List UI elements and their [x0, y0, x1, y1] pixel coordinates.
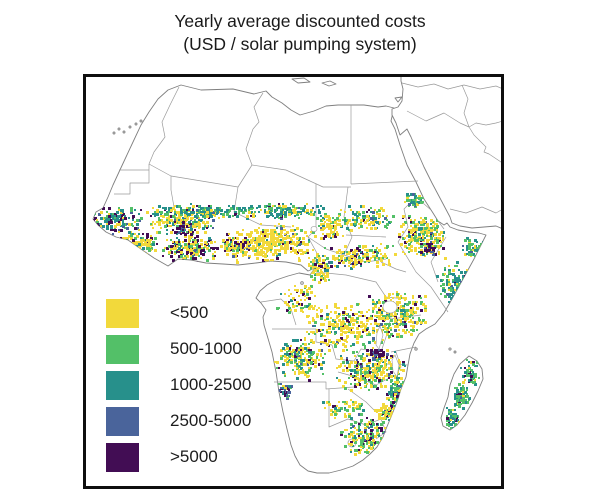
legend-swatch — [106, 370, 139, 400]
legend: <500 500-1000 1000-2500 2500-5000 >5000 — [106, 298, 251, 478]
legend-item: >5000 — [106, 442, 251, 472]
map-svg — [92, 77, 501, 474]
legend-item: 2500-5000 — [106, 406, 251, 436]
canary-islands — [112, 119, 143, 135]
legend-label: 2500-5000 — [170, 411, 252, 430]
lake-chad — [310, 226, 318, 232]
crete-island — [321, 80, 337, 87]
figure-title-line1: Yearly average discounted costs — [174, 11, 426, 31]
legend-label: >5000 — [170, 447, 218, 466]
cyprus-island — [394, 96, 403, 103]
cost-raster — [93, 193, 485, 456]
comoros-island — [453, 350, 457, 354]
figure-title-line2: (USD / solar pumping system) — [183, 34, 417, 54]
lake-malawi — [391, 354, 400, 378]
legend-swatch — [106, 334, 139, 364]
legend-item: 1000-2500 — [106, 370, 251, 400]
legend-swatch — [106, 406, 139, 436]
sicily-island — [291, 77, 311, 84]
legend-label: 1000-2500 — [170, 375, 252, 394]
legend-label: 500-1000 — [170, 339, 242, 358]
country-borders — [114, 82, 501, 448]
zanzibar-island — [414, 347, 418, 351]
bioko-island — [300, 281, 304, 285]
arabia-coastline — [391, 77, 501, 229]
legend-label: <500 — [170, 303, 209, 322]
figure-title: Yearly average discounted costs (USD / s… — [0, 10, 600, 56]
lake-tanganyika — [375, 325, 384, 350]
legend-item: <500 — [106, 298, 251, 328]
legend-swatch — [106, 298, 139, 328]
lakes — [310, 226, 400, 378]
legend-item: 500-1000 — [106, 334, 251, 364]
lake-victoria — [382, 300, 398, 314]
legend-swatch — [106, 442, 139, 472]
africa-cost-map: <500 500-1000 1000-2500 2500-5000 >5000 — [83, 74, 504, 489]
comoros-island — [448, 347, 452, 351]
